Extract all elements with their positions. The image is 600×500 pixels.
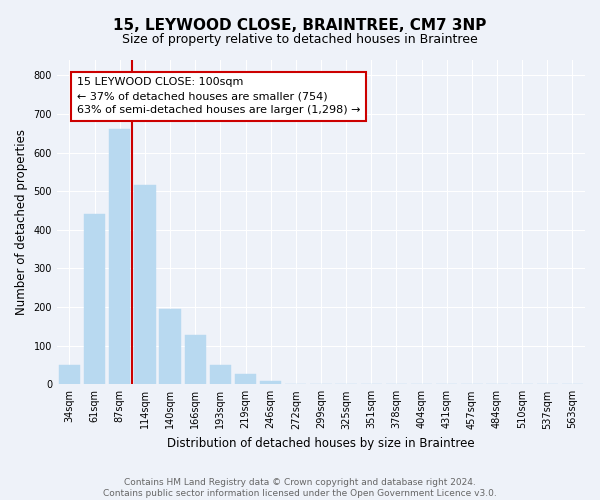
Y-axis label: Number of detached properties: Number of detached properties	[15, 129, 28, 315]
Bar	[260, 381, 281, 384]
Text: 15 LEYWOOD CLOSE: 100sqm
← 37% of detached houses are smaller (754)
63% of semi-: 15 LEYWOOD CLOSE: 100sqm ← 37% of detach…	[77, 78, 361, 116]
Bar	[160, 309, 181, 384]
Text: 15, LEYWOOD CLOSE, BRAINTREE, CM7 3NP: 15, LEYWOOD CLOSE, BRAINTREE, CM7 3NP	[113, 18, 487, 32]
Bar	[59, 365, 80, 384]
Bar	[84, 214, 106, 384]
Text: Contains HM Land Registry data © Crown copyright and database right 2024.
Contai: Contains HM Land Registry data © Crown c…	[103, 478, 497, 498]
Bar	[109, 130, 130, 384]
X-axis label: Distribution of detached houses by size in Braintree: Distribution of detached houses by size …	[167, 437, 475, 450]
Bar	[235, 374, 256, 384]
Bar	[209, 365, 231, 384]
Bar	[134, 186, 155, 384]
Bar	[185, 336, 206, 384]
Text: Size of property relative to detached houses in Braintree: Size of property relative to detached ho…	[122, 32, 478, 46]
